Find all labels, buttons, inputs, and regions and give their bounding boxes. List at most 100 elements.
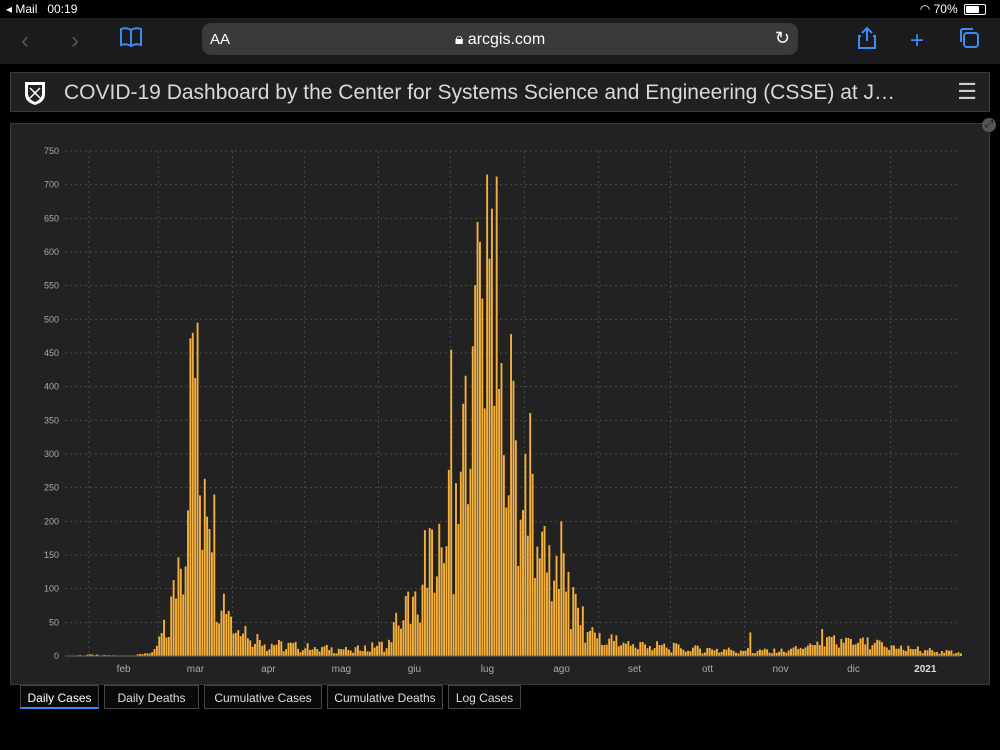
bar	[313, 647, 316, 656]
bar	[548, 545, 551, 656]
bar	[730, 649, 733, 656]
bookmarks-icon[interactable]	[116, 26, 146, 56]
tab-daily-deaths[interactable]: Daily Deaths	[104, 685, 199, 709]
bar	[519, 519, 522, 656]
bar	[141, 654, 144, 656]
bar	[864, 644, 867, 656]
lock-icon: 🔒︎	[454, 31, 464, 48]
tab-log-cases[interactable]: Log Cases	[448, 685, 521, 709]
bar	[222, 593, 225, 656]
text-size-button[interactable]: AA	[210, 31, 231, 48]
bar	[703, 652, 706, 656]
y-tick-label: 650	[44, 213, 59, 223]
bar	[445, 546, 448, 656]
bar	[847, 637, 850, 656]
bar	[689, 651, 692, 656]
bar	[586, 631, 589, 656]
bar	[380, 641, 383, 656]
bar	[574, 594, 577, 656]
bar	[699, 648, 702, 656]
bar	[184, 566, 187, 656]
bar	[309, 650, 311, 656]
bar	[153, 649, 156, 656]
bar	[469, 468, 472, 656]
bar	[347, 649, 350, 656]
bar	[845, 637, 848, 656]
bar	[876, 639, 879, 656]
new-tab-icon[interactable]: +	[909, 27, 924, 54]
bar	[103, 654, 106, 656]
menu-icon[interactable]: ☰	[957, 79, 977, 104]
bar	[653, 648, 656, 656]
bar	[189, 338, 192, 656]
bar	[948, 650, 950, 656]
bar	[706, 648, 709, 656]
bar	[285, 649, 288, 656]
bar	[227, 610, 230, 656]
bar	[713, 650, 716, 656]
bar	[529, 413, 532, 656]
bar	[467, 504, 469, 656]
bar	[507, 495, 510, 656]
bar	[960, 653, 962, 656]
browser-toolbar: ‹ › AA 🔒︎ arcgis.com ↻ +	[0, 18, 1000, 64]
forward-icon[interactable]: ›	[71, 27, 79, 54]
bar	[940, 650, 943, 656]
bar	[952, 653, 955, 656]
bar	[316, 649, 319, 656]
bar	[371, 642, 374, 656]
chart-grid	[65, 150, 960, 657]
bar	[376, 645, 378, 656]
bar	[88, 654, 91, 656]
bar	[160, 633, 163, 656]
bar	[715, 648, 718, 656]
bar	[172, 580, 175, 656]
bar	[849, 639, 852, 656]
bar	[924, 650, 926, 656]
status-left: ◂ Mail 00:19	[6, 2, 77, 16]
reload-icon[interactable]: ↻	[774, 28, 790, 48]
bar	[304, 648, 307, 656]
bar	[646, 648, 649, 656]
bar	[634, 647, 637, 656]
bar	[802, 648, 804, 656]
bar	[744, 650, 747, 656]
share-icon[interactable]	[852, 26, 882, 56]
bar	[258, 640, 261, 656]
bar	[490, 208, 493, 656]
bar	[232, 633, 235, 656]
tab-cumulative-cases[interactable]: Cumulative Cases	[204, 685, 322, 709]
tab-cumulative-deaths[interactable]: Cumulative Deaths	[327, 685, 443, 709]
bar	[512, 380, 515, 656]
bar	[277, 639, 280, 656]
bar	[366, 651, 369, 656]
y-tick-label: 400	[44, 382, 59, 392]
chart-bars	[69, 174, 962, 657]
bar	[136, 654, 139, 656]
bar	[388, 639, 390, 656]
bar	[356, 645, 359, 656]
bar	[696, 645, 699, 656]
back-icon[interactable]: ‹	[21, 27, 29, 54]
bar	[359, 650, 362, 656]
bar	[289, 642, 292, 656]
bar	[531, 473, 534, 656]
expand-icon[interactable]: ⤢	[982, 118, 996, 132]
bar	[725, 649, 728, 656]
bar	[680, 648, 682, 656]
bar	[550, 601, 553, 656]
bar	[567, 571, 570, 656]
bar	[86, 654, 89, 656]
bar	[333, 653, 335, 656]
bar	[572, 587, 575, 656]
tab-daily-cases[interactable]: Daily Cases	[20, 685, 99, 709]
bar	[517, 566, 520, 656]
address-bar[interactable]: AA 🔒︎ arcgis.com ↻	[202, 23, 798, 55]
tabs-overview-icon[interactable]	[954, 26, 984, 56]
bar	[921, 652, 924, 656]
back-to-mail-link[interactable]: ◂ Mail	[6, 2, 38, 16]
bar	[246, 638, 249, 656]
bar	[428, 528, 431, 656]
bar	[837, 647, 840, 656]
bar	[818, 645, 821, 656]
